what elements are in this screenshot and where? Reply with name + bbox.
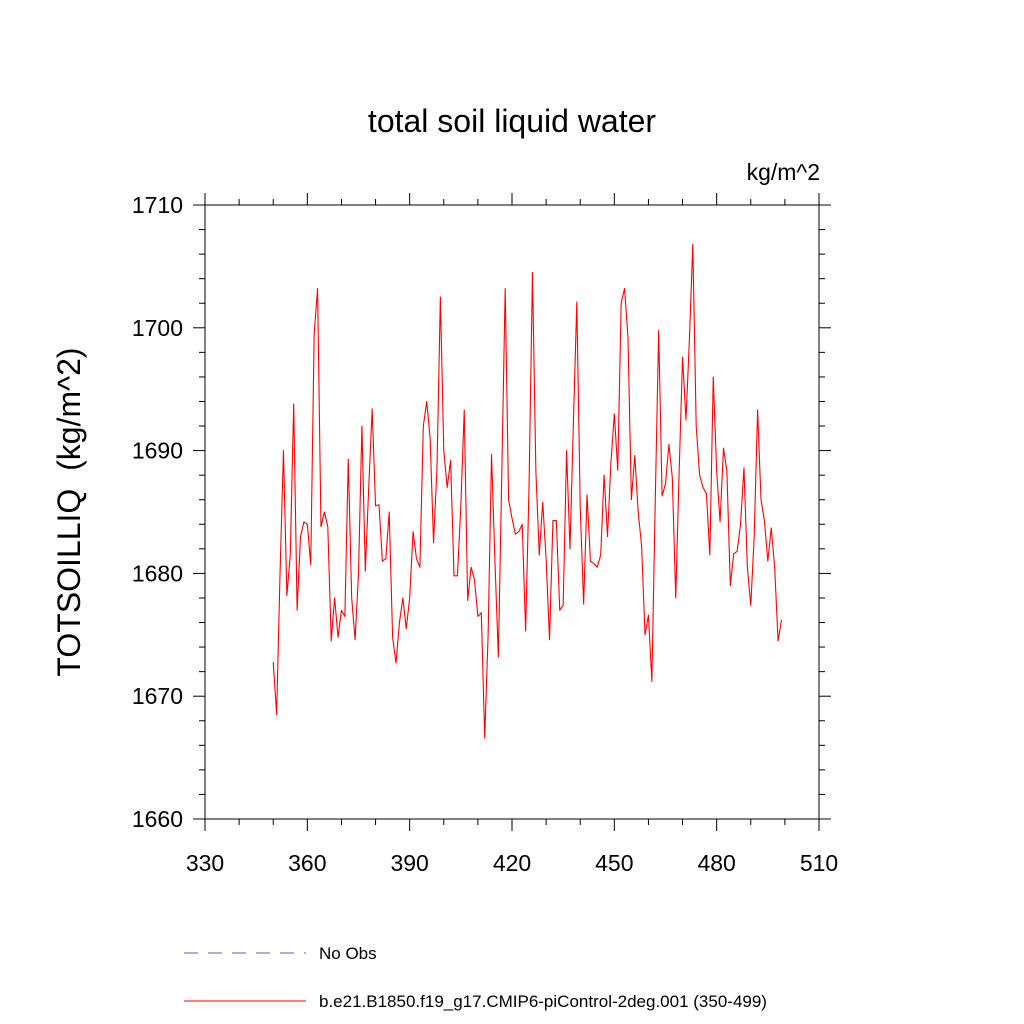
y-tick-label: 1680 [132, 560, 183, 586]
x-tick-label: 450 [595, 850, 633, 876]
x-tick-label: 360 [288, 850, 326, 876]
legend-label-no-obs: No Obs [319, 944, 377, 963]
chart-title: total soil liquid water [368, 103, 656, 139]
y-tick-label: 1670 [132, 683, 183, 709]
axis-ticks [193, 193, 831, 831]
series-layer [272, 243, 783, 739]
x-tick-label: 420 [493, 850, 531, 876]
x-tick-label: 510 [800, 850, 838, 876]
y-tick-label: 1700 [132, 315, 183, 341]
units-label: kg/m^2 [747, 159, 820, 185]
legend-label-control-run: b.e21.B1850.f19_g17.CMIP6-piControl-2deg… [319, 992, 767, 1011]
legend: No Obs b.e21.B1850.f19_g17.CMIP6-piContr… [184, 944, 767, 1011]
x-tick-label: 480 [697, 850, 735, 876]
y-tick-label: 1690 [132, 438, 183, 464]
y-tick-label: 1710 [132, 192, 183, 218]
y-tick-label: 1660 [132, 806, 183, 832]
x-tick-label: 390 [390, 850, 428, 876]
series-line-1 [272, 243, 783, 739]
x-tick-label: 330 [186, 850, 224, 876]
axis-tick-labels: 330 360 390 420 450 480 510 1660 1670 1680 1690 170… [132, 192, 838, 876]
y-axis-label: TOTSOILLIQ (kg/m^2) [51, 347, 87, 676]
